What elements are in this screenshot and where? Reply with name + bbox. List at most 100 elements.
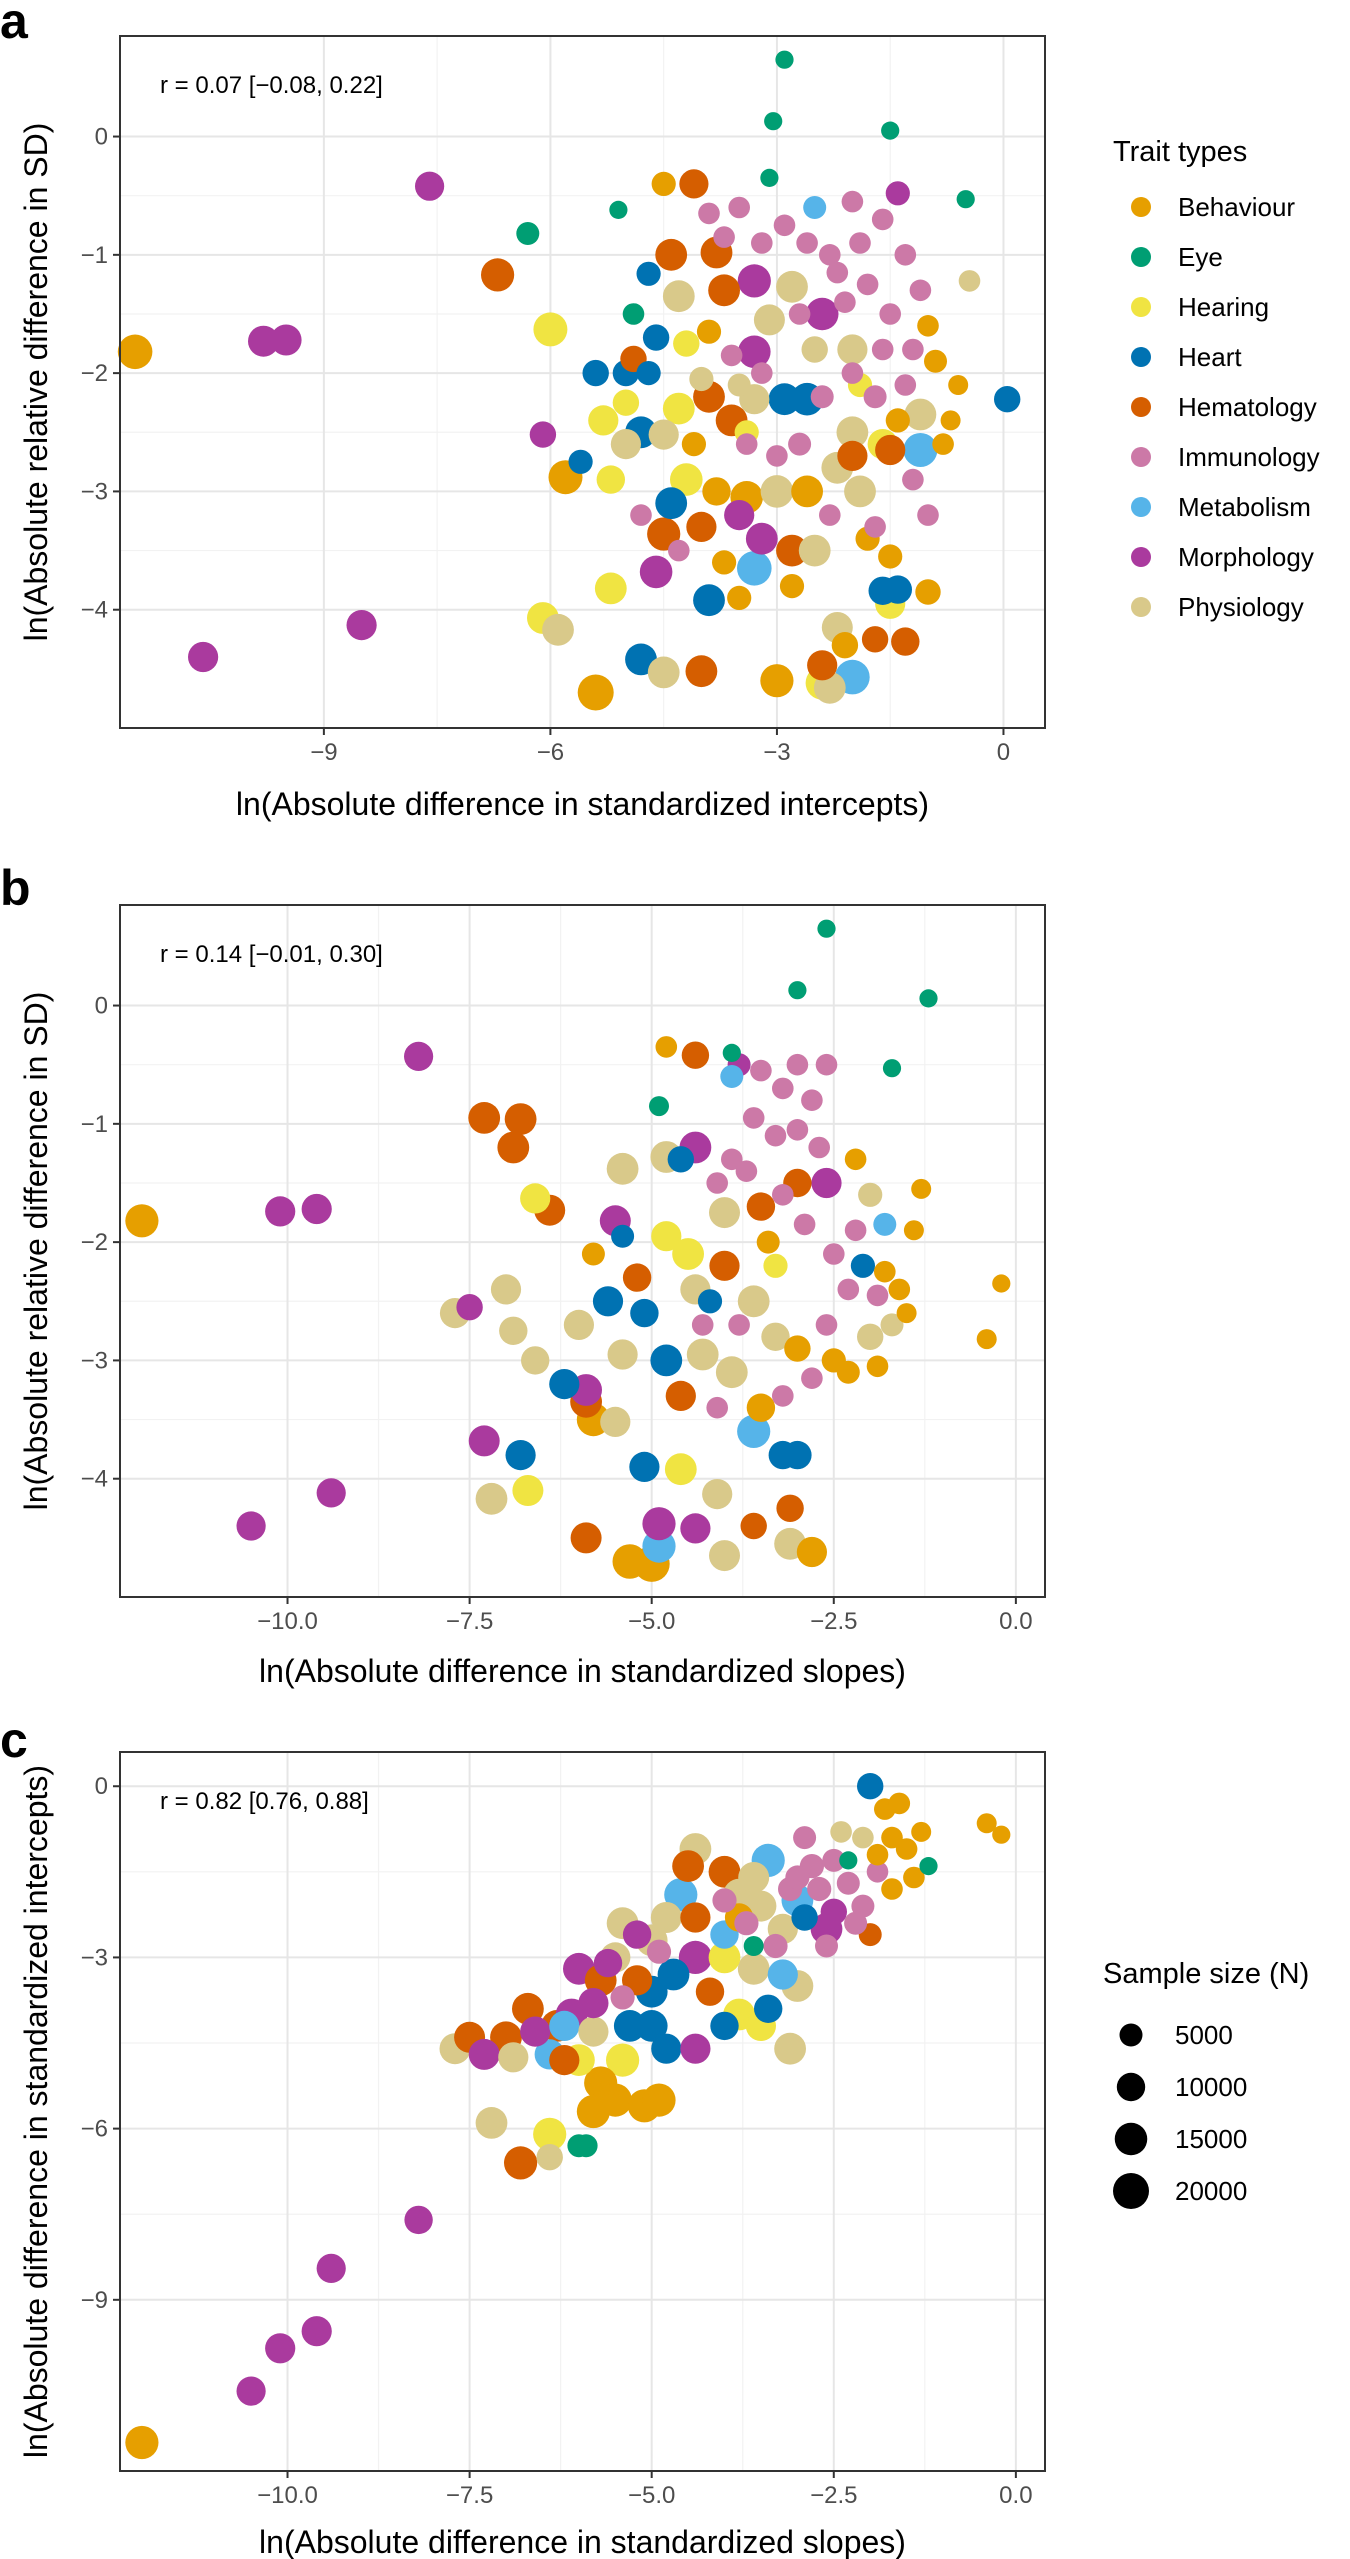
data-point-hematology xyxy=(504,1103,537,1135)
data-point-eye xyxy=(775,50,794,69)
data-point-immunology xyxy=(808,1136,830,1159)
data-point-immunology xyxy=(742,1107,765,1129)
panel-a-points xyxy=(117,50,1021,711)
panel-a-x-tick-label: −9 xyxy=(310,739,337,766)
data-point-hematology xyxy=(709,1250,740,1281)
panel-b-x-tick-label: −2.5 xyxy=(810,1608,857,1635)
data-point-eye xyxy=(764,112,783,131)
data-point-immunology xyxy=(728,1314,750,1336)
data-point-behaviour xyxy=(796,1536,828,1568)
data-point-behaviour xyxy=(915,579,941,605)
data-point-physiology xyxy=(737,1285,770,1318)
panel-b-x-tick-label: −10.0 xyxy=(257,1608,318,1635)
data-point-hematology xyxy=(776,534,808,567)
panel-b-x-axis-title: ln(Absolute difference in standardized s… xyxy=(259,1653,906,1689)
panel-c-y-tick-label: −6 xyxy=(81,2116,108,2143)
data-point-behaviour xyxy=(896,1303,917,1324)
data-point-metabolism xyxy=(767,1959,798,1990)
data-point-physiology xyxy=(536,2144,563,2171)
panel-a-ticks: −9 −6 −3 0 0 −1 −2 −3 −4 xyxy=(81,124,1011,766)
trait-type-legend: Trait types Behaviour Eye Hearing Heart Hema… xyxy=(1113,136,1320,622)
data-point-metabolism xyxy=(803,196,827,219)
data-point-physiology xyxy=(761,1322,790,1352)
data-point-physiology xyxy=(499,1316,528,1346)
data-point-heart xyxy=(868,576,897,605)
panel-a-y-tick-label: −4 xyxy=(81,597,108,624)
data-point-immunology xyxy=(902,468,924,491)
data-point-behaviour xyxy=(681,432,707,457)
data-point-morphology xyxy=(529,421,557,448)
data-point-morphology xyxy=(593,1948,623,1978)
data-point-morphology xyxy=(820,1898,847,1926)
data-point-behaviour xyxy=(784,1335,811,1362)
data-point-hearing xyxy=(606,2043,640,2077)
data-point-immunology xyxy=(834,291,856,314)
data-point-metabolism xyxy=(737,1414,771,1448)
data-point-morphology xyxy=(622,1920,652,1949)
data-point-immunology xyxy=(819,504,841,526)
data-point-immunology xyxy=(866,1284,889,1307)
data-point-immunology xyxy=(728,196,750,219)
size-legend-title: Sample size (N) xyxy=(1103,1958,1309,1990)
data-point-physiology xyxy=(542,613,574,646)
data-point-behaviour xyxy=(125,2425,159,2460)
data-point-immunology xyxy=(751,362,773,384)
data-point-immunology xyxy=(849,232,871,254)
data-point-hematology xyxy=(468,1102,501,1134)
trait-legend-entries: Behaviour Eye Hearing Heart Hematology Immuno… xyxy=(1131,192,1320,622)
data-point-physiology xyxy=(727,373,751,397)
data-point-morphology xyxy=(468,1425,500,1457)
panel-a-x-tick-label: −6 xyxy=(537,739,564,766)
data-point-eye xyxy=(919,989,938,1008)
data-point-immunology xyxy=(766,445,788,467)
panel-a-x-axis-title: ln(Absolute difference in standardized i… xyxy=(236,786,929,822)
legend-label-immunology: Immunology xyxy=(1178,442,1320,472)
panel-b-y-tick-label: −4 xyxy=(81,1466,108,1493)
data-point-physiology xyxy=(475,2107,508,2139)
panel-c-y-tick-label: −3 xyxy=(81,1944,108,1971)
panel-b-x-tick-label: −7.5 xyxy=(446,1608,493,1635)
data-point-physiology xyxy=(686,1338,719,1371)
data-point-heart xyxy=(857,1773,884,1800)
panel-a-y-tick-label: −2 xyxy=(81,360,108,387)
data-point-immunology xyxy=(706,1396,728,1419)
data-point-behaviour xyxy=(760,664,794,698)
data-point-behaviour xyxy=(866,1355,889,1378)
data-point-eye xyxy=(567,2134,591,2158)
data-point-behaviour xyxy=(642,2083,676,2117)
panel-c-x-axis-title: ln(Absolute difference in standardized s… xyxy=(259,2524,906,2559)
data-point-physiology xyxy=(844,475,876,508)
data-point-hematology xyxy=(740,1512,767,1540)
data-point-behaviour xyxy=(756,1230,780,1254)
data-point-morphology xyxy=(265,1196,296,1227)
data-point-morphology xyxy=(642,1507,676,1541)
size-legend-circle xyxy=(1113,2173,1149,2209)
panel-c-y-tick-label: 0 xyxy=(95,1773,108,1800)
panel-a-y-tick-label: −3 xyxy=(81,478,108,505)
data-point-heart xyxy=(592,1286,624,1317)
legend-swatch-eye xyxy=(1131,247,1151,267)
data-point-physiology xyxy=(880,1313,904,1337)
data-point-hematology xyxy=(570,1522,602,1554)
data-point-immunology xyxy=(772,1385,794,1407)
data-point-heart xyxy=(629,1451,660,1482)
data-point-morphology xyxy=(316,2253,346,2283)
data-point-physiology xyxy=(610,429,642,460)
panel-a-frame xyxy=(119,35,1046,729)
data-point-hearing xyxy=(763,1253,788,1278)
data-point-eye xyxy=(839,1851,858,1870)
data-point-immunology xyxy=(712,1888,737,1913)
data-point-morphology xyxy=(520,2016,551,2047)
data-point-behaviour xyxy=(940,410,961,431)
data-point-behaviour xyxy=(598,2083,632,2117)
data-point-morphology xyxy=(404,2205,433,2235)
data-point-heart xyxy=(635,2010,668,2042)
data-point-eye xyxy=(881,121,900,140)
panel-b-y-tick-label: 0 xyxy=(95,993,108,1020)
data-point-behaviour xyxy=(712,550,737,575)
data-point-immunology xyxy=(844,1911,868,1935)
data-point-hematology xyxy=(861,626,889,653)
data-point-immunology xyxy=(826,261,849,284)
data-point-eye xyxy=(956,190,975,209)
data-point-heart xyxy=(657,1958,690,1991)
